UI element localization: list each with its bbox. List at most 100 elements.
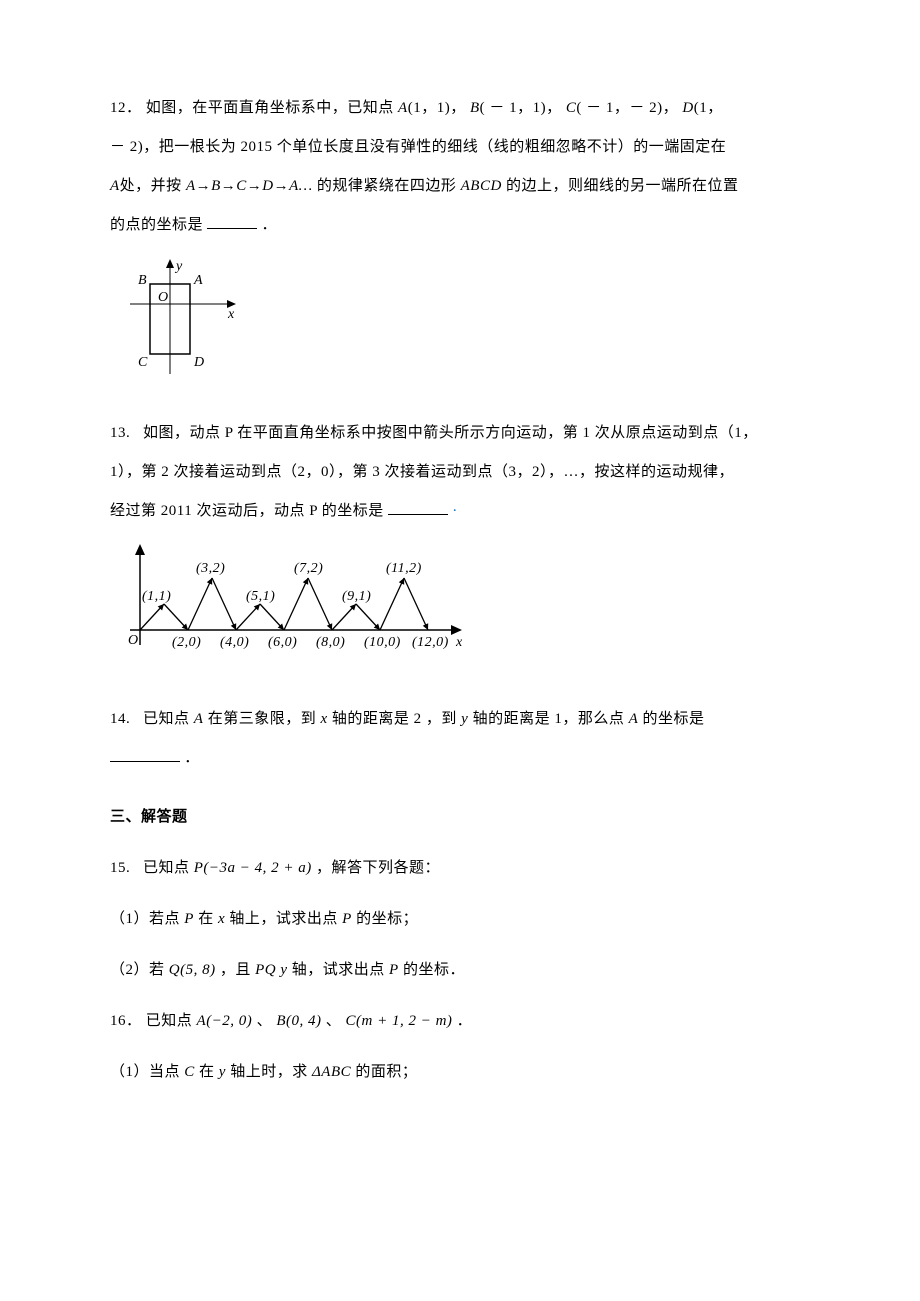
q14-m2: 轴的距离是 2 ，到: [332, 711, 461, 727]
q12-A2: A: [110, 178, 120, 194]
q15-PQ: PQ: [255, 962, 276, 978]
q13-O: O: [128, 633, 139, 648]
q14-m1: 在第三象限，到: [208, 711, 321, 727]
svg-text:(2,0): (2,0): [172, 635, 201, 650]
q12-line3: A处，并按 A→B→C→D→A… 的规律紧绕在四边形 ABCD 的边上，则细线的…: [110, 170, 810, 203]
q16-1tail: 的面积；: [355, 1064, 417, 1080]
q15-x: x: [218, 911, 225, 927]
q16-A: A(−2, 0): [197, 1013, 253, 1029]
q14-y: y: [461, 711, 468, 727]
q12-D: D: [682, 100, 693, 116]
q16-1mid2: 轴上时，求: [230, 1064, 312, 1080]
q15-2tail: 轴，试求出点: [292, 962, 389, 978]
q12-Cpt: C: [138, 355, 148, 370]
q16-s2: 、: [326, 1013, 342, 1029]
q15-P: P(−3a − 4, 2 + a): [194, 860, 312, 876]
q13-figure: O x (1,1)(2,0)(3,2)(4,0)(5,1)(6,0)(7,2)(…: [110, 540, 810, 683]
q15-2pre: （2）若: [110, 962, 169, 978]
q16-num: 16．: [110, 1013, 142, 1029]
q12-blank: [207, 214, 257, 229]
q12-l4: 的点的坐标是: [110, 217, 203, 233]
q12-Dcoord: (1，: [694, 100, 723, 116]
q16-pre: 已知点: [146, 1013, 197, 1029]
q13-dot: ·: [452, 503, 458, 519]
q12-Bpt: B: [138, 273, 147, 288]
q15-part1: （1）若点 P 在 x 轴上，试求出点 P 的坐标；: [110, 903, 810, 936]
q12-Ccoord: ( － 1，－ 2)，: [576, 100, 678, 116]
svg-text:(4,0): (4,0): [220, 635, 249, 650]
q15-part2: （2）若 Q(5, 8) ，且 PQ y 轴，试求出点 P 的坐标．: [110, 954, 810, 987]
q12-B: B: [470, 100, 480, 116]
q16-B: B(0, 4): [276, 1013, 321, 1029]
q12-A: A: [398, 100, 408, 116]
svg-text:(5,1): (5,1): [246, 589, 275, 604]
q15-y: y: [280, 962, 287, 978]
q12-C: C: [566, 100, 577, 116]
q14-x: x: [320, 711, 327, 727]
q15-2end: 的坐标．: [403, 962, 465, 978]
q12-O-label: O: [158, 290, 169, 305]
svg-text:(6,0): (6,0): [268, 635, 297, 650]
q14-blank: [110, 747, 180, 762]
q15-2mid: ，且: [220, 962, 255, 978]
q14-dot: ．: [184, 750, 200, 766]
q15-P1: P: [184, 911, 194, 927]
q15-stem: 15. 已知点 P(−3a − 4, 2 + a) ，解答下列各题：: [110, 852, 810, 885]
q12-mid2: 的规律紧绕在四边形: [317, 178, 461, 194]
q14-A2: A: [629, 711, 639, 727]
q12-line1: 12． 如图，在平面直角坐标系中，已知点 A(1，1)， B( － 1，1)， …: [110, 92, 810, 125]
q12-Apt: A: [193, 273, 203, 288]
svg-text:(12,0): (12,0): [412, 635, 449, 650]
q15-num: 15.: [110, 860, 130, 876]
q13-t3: 经过第 2011 次运动后，动点 P 的坐标是: [110, 503, 384, 519]
q12-path: A→B→C→D→A…: [186, 178, 313, 194]
q16-tri: ΔABC: [312, 1064, 351, 1080]
q12-figure: y x O B A C D: [110, 254, 810, 397]
q15-P3: P: [389, 962, 399, 978]
q12-line2: － 2)，把一根长为 2015 个单位长度且没有弹性的细线（线的粗细忽略不计）的…: [110, 131, 810, 164]
svg-text:(7,2): (7,2): [294, 561, 323, 576]
q14-line2: ．: [110, 742, 810, 775]
q15-1end: 的坐标；: [356, 911, 418, 927]
q13-num: 13.: [110, 425, 130, 441]
q12-tail: 的边上，则细线的另一端所在位置: [506, 178, 739, 194]
q12-Dpt: D: [193, 355, 205, 370]
q12-x-label: x: [227, 307, 235, 322]
svg-text:(9,1): (9,1): [342, 589, 371, 604]
q13-line3: 经过第 2011 次运动后，动点 P 的坐标是 ·: [110, 495, 810, 528]
q15-Q: Q(5, 8): [169, 962, 216, 978]
q15-1pre: （1）若点: [110, 911, 184, 927]
q13-line1: 13. 如图，动点 P 在平面直角坐标系中按图中箭头所示方向运动，第 1 次从原…: [110, 417, 810, 450]
q12-y-label: y: [174, 259, 183, 274]
q12-line4: 的点的坐标是 ．: [110, 209, 810, 242]
q12-text1: 如图，在平面直角坐标系中，已知点: [146, 100, 398, 116]
svg-text:(11,2): (11,2): [386, 561, 422, 576]
q16-C: C(m + 1, 2 − m): [346, 1013, 453, 1029]
q12-abcd: ABCD: [461, 178, 502, 194]
q12-mid: 处，并按: [120, 178, 186, 194]
svg-text:(8,0): (8,0): [316, 635, 345, 650]
q16-1mid: 在: [199, 1064, 219, 1080]
q14-A: A: [194, 711, 204, 727]
q14-pre: 已知点: [143, 711, 194, 727]
q12-dot: ．: [262, 217, 278, 233]
q16-part1: （1）当点 C 在 y 轴上时，求 ΔABC 的面积；: [110, 1056, 810, 1089]
q16-1pre: （1）当点: [110, 1064, 184, 1080]
q14-num: 14.: [110, 711, 130, 727]
q16-dot: ．: [457, 1013, 473, 1029]
q16-y: y: [219, 1064, 226, 1080]
q16-stem: 16． 已知点 A(−2, 0) 、 B(0, 4) 、 C(m + 1, 2 …: [110, 1005, 810, 1038]
q14-line: 14. 已知点 A 在第三象限，到 x 轴的距离是 2 ，到 y 轴的距离是 1…: [110, 703, 810, 736]
q15-pre: 已知点: [143, 860, 194, 876]
q14-m3: 轴的距离是 1，那么点: [473, 711, 629, 727]
q15-P2: P: [342, 911, 352, 927]
q16-s1: 、: [257, 1013, 273, 1029]
q13-x: x: [455, 635, 463, 650]
q15-1tail: 轴上，试求出点: [229, 911, 342, 927]
q15-tail: ，解答下列各题：: [316, 860, 440, 876]
q13-blank: [388, 500, 448, 515]
svg-text:(1,1): (1,1): [142, 589, 171, 604]
q14-tail: 的坐标是: [643, 711, 705, 727]
q12-Bcoord: ( － 1，1)，: [480, 100, 562, 116]
q15-1mid: 在: [198, 911, 218, 927]
